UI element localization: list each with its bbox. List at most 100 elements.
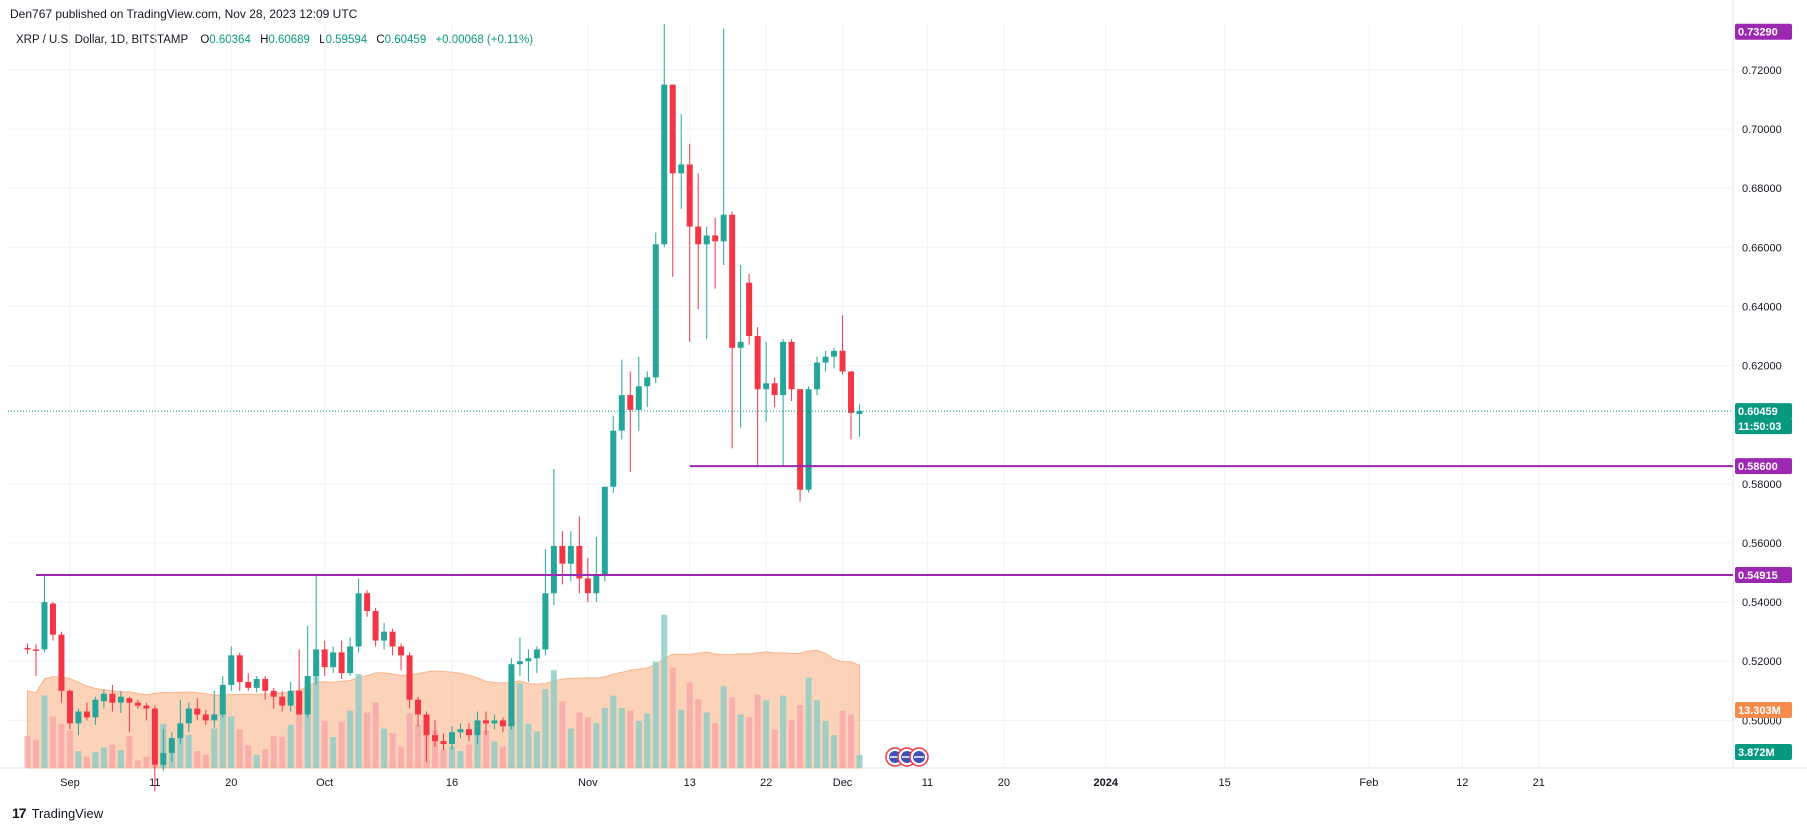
- candle-body: [160, 752, 167, 765]
- candle-body: [839, 350, 846, 372]
- volume-bar: [304, 684, 311, 768]
- candle-body: [381, 631, 388, 641]
- candle-body: [780, 341, 787, 396]
- volume-bar: [822, 721, 829, 768]
- volume-bar: [440, 749, 447, 768]
- ohlc-open-label: O: [200, 34, 210, 46]
- candle-body: [610, 430, 617, 487]
- candle-body: [134, 702, 141, 706]
- candle-body: [279, 696, 286, 706]
- time-axis[interactable]: Sep 11 20 Oct 16 Nov 13 22 Dec 11 20 2024 15 Feb 12 21: [60, 777, 1545, 789]
- price-tick-label: 0.64000: [1742, 301, 1782, 313]
- candle-body: [525, 658, 532, 662]
- volume-bar: [686, 682, 693, 768]
- tradingview-logo[interactable]: 17 TradingView: [12, 805, 103, 821]
- time-tick-label: Sep: [60, 777, 80, 789]
- volume-bar: [117, 750, 124, 768]
- volume-bar: [499, 746, 506, 768]
- volume-bar: [364, 712, 371, 768]
- volume-bar: [695, 699, 702, 768]
- candle-body: [364, 593, 371, 611]
- candle-body: [398, 646, 405, 656]
- volume-badge-bg: [1735, 744, 1792, 760]
- candle-body: [185, 708, 192, 724]
- price-tick-label: 0.66000: [1742, 242, 1782, 254]
- candle-body: [669, 84, 676, 174]
- time-tick-label: 15: [1218, 777, 1230, 789]
- volume-bar: [763, 700, 770, 768]
- candle-body: [347, 646, 354, 674]
- volume-bar: [576, 712, 583, 768]
- candle-body: [406, 655, 413, 700]
- volume-bar: [194, 751, 201, 768]
- volume-bar: [432, 730, 439, 768]
- volume-ma-area: [27, 649, 861, 769]
- candle-body: [194, 708, 201, 715]
- time-tick-label: 12: [1456, 777, 1468, 789]
- horizontal-levels[interactable]: [8, 410, 1733, 577]
- ohlc-change-value: +0.00068 (+0.11%): [435, 34, 534, 46]
- volume-bar: [703, 712, 710, 768]
- candle-body: [516, 661, 523, 665]
- price-tick-label: 0.72000: [1742, 65, 1782, 77]
- candle-body: [474, 720, 481, 736]
- candle-body: [117, 696, 124, 703]
- candle-body: [49, 603, 56, 635]
- volume-bar: [593, 722, 600, 768]
- volume-bar: [550, 670, 557, 768]
- candle-body: [533, 649, 540, 659]
- volume-bar: [415, 724, 422, 768]
- volume-bar: [746, 717, 753, 768]
- candle-body: [355, 593, 362, 647]
- price-tick-label: 0.62000: [1742, 361, 1782, 373]
- candle-body: [296, 690, 303, 715]
- volume-bar: [559, 701, 566, 768]
- ohlc-low-label: L: [319, 34, 326, 46]
- price-tick-label: 0.54000: [1742, 597, 1782, 609]
- candle-body: [678, 164, 685, 174]
- volume-bar: [406, 713, 413, 768]
- candle-body: [805, 389, 812, 490]
- volume-bar: [66, 730, 73, 768]
- candle-body: [627, 395, 634, 410]
- candle-body: [695, 226, 702, 245]
- tradingview-logo-text: TradingView: [31, 805, 104, 821]
- high-price-badge-bg: [1735, 23, 1792, 40]
- volume-bar: [533, 731, 540, 768]
- volume-bar: [381, 728, 388, 768]
- price-tick-label: 0.50000: [1742, 715, 1782, 727]
- candle-body: [652, 244, 659, 378]
- volume-bar: [143, 756, 150, 768]
- volume-bar: [321, 721, 328, 768]
- volume-bar: [109, 744, 116, 768]
- candle-body: [814, 362, 821, 390]
- candle-body: [304, 676, 311, 715]
- volume-bar: [279, 736, 286, 768]
- volume-bar: [228, 716, 235, 768]
- volume-bar: [245, 745, 252, 768]
- level-price-badge: 0.58600: [1738, 461, 1778, 473]
- volume-bar: [797, 705, 804, 768]
- ohlc-close-label: C: [376, 34, 385, 46]
- candle-body: [432, 735, 439, 742]
- candle-body: [372, 610, 379, 641]
- candle-body: [482, 720, 489, 724]
- price-axis[interactable]: 0.72000 0.70000 0.68000 0.66000 0.64000 0.620…: [1742, 65, 1782, 728]
- candle-body: [576, 545, 583, 579]
- candle-body: [618, 395, 625, 431]
- volume-bar: [449, 746, 455, 768]
- volume-bar: [457, 751, 464, 768]
- volume-bar: [41, 695, 48, 768]
- time-tick-label: 2024: [1093, 777, 1118, 789]
- volume-bar: [372, 702, 379, 768]
- ohlc-high-label: H: [260, 34, 269, 46]
- candle-body: [423, 714, 430, 736]
- ohlc-close-value: 0.60459: [384, 34, 427, 46]
- time-tick-label: Oct: [316, 777, 333, 789]
- volume-bar: [644, 713, 651, 768]
- candle-body: [66, 690, 73, 724]
- volume-bar: [465, 744, 472, 768]
- economic-events[interactable]: [885, 747, 929, 767]
- candle-body: [262, 678, 269, 691]
